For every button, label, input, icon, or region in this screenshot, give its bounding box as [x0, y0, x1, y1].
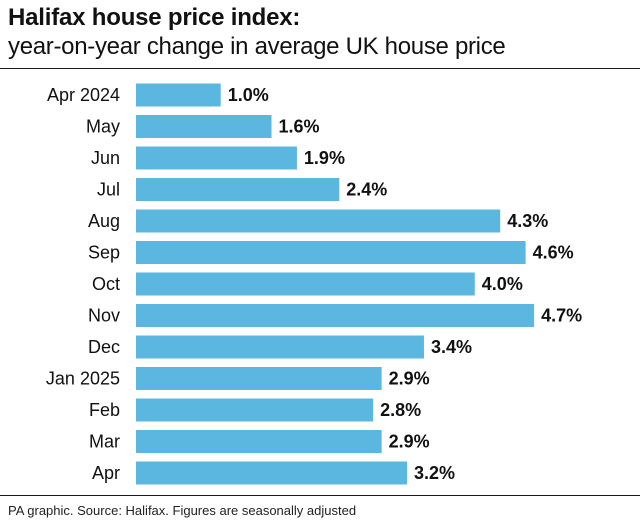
category-label: Oct	[92, 274, 120, 294]
value-label: 1.0%	[228, 85, 269, 105]
value-label: 4.0%	[482, 274, 523, 294]
bar	[136, 430, 382, 453]
value-label: 1.6%	[279, 117, 320, 137]
category-label: Aug	[88, 211, 120, 231]
bar	[136, 115, 272, 138]
bar	[136, 209, 501, 233]
bar	[136, 83, 221, 107]
category-label: Jan 2025	[46, 369, 120, 389]
category-label: Feb	[89, 400, 120, 420]
value-label: 2.9%	[389, 369, 430, 389]
category-label: Apr 2024	[47, 85, 120, 105]
category-label: Sep	[88, 243, 120, 263]
value-label: 3.4%	[431, 337, 472, 357]
bar	[136, 335, 424, 359]
bar	[136, 304, 535, 327]
category-label: Nov	[88, 306, 120, 326]
value-label: 1.9%	[304, 148, 345, 168]
value-label: 4.7%	[541, 306, 582, 326]
category-label: Mar	[89, 432, 120, 452]
bar	[136, 146, 297, 170]
value-label: 4.3%	[507, 211, 548, 231]
category-label: May	[86, 117, 120, 137]
chart-title: Halifax house price index:	[8, 4, 301, 31]
chart-subtitle: year-on-year change in average UK house …	[8, 33, 506, 60]
source-note: PA graphic. Source: Halifax. Figures are…	[8, 503, 357, 518]
value-label: 2.8%	[380, 400, 421, 420]
category-label: Apr	[92, 463, 120, 483]
category-label: Jul	[97, 180, 120, 200]
category-label: Jun	[91, 148, 120, 168]
bar	[136, 367, 382, 390]
bar	[136, 398, 374, 422]
category-label: Dec	[88, 337, 120, 357]
value-label: 2.9%	[389, 432, 430, 452]
bar	[136, 461, 408, 485]
bar	[136, 178, 340, 201]
value-label: 4.6%	[533, 243, 574, 263]
bar	[136, 241, 526, 264]
bottom-divider	[0, 495, 640, 496]
value-label: 3.2%	[414, 463, 455, 483]
bar	[136, 272, 475, 296]
top-divider	[0, 68, 640, 69]
value-label: 2.4%	[346, 180, 387, 200]
